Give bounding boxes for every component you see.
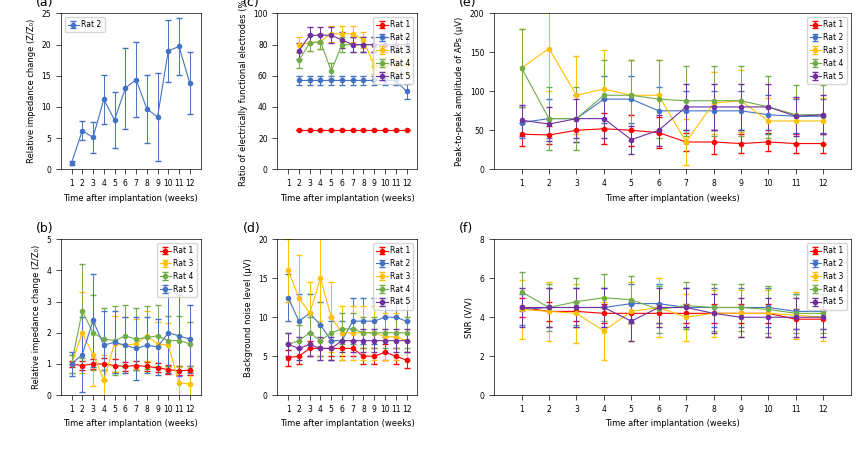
Text: (b): (b) — [36, 221, 53, 234]
Y-axis label: Relative impedance change (Z/Z₀): Relative impedance change (Z/Z₀) — [27, 19, 36, 163]
Text: (a): (a) — [36, 0, 53, 9]
Legend: Rat 1, Rat 2, Rat 3, Rat 4, Rat 5: Rat 1, Rat 2, Rat 3, Rat 4, Rat 5 — [806, 243, 847, 309]
X-axis label: Time after implantation (weeks): Time after implantation (weeks) — [605, 194, 740, 202]
X-axis label: Time after implantation (weeks): Time after implantation (weeks) — [280, 194, 415, 202]
Y-axis label: SNR (V/V): SNR (V/V) — [465, 297, 474, 338]
X-axis label: Time after implantation (weeks): Time after implantation (weeks) — [605, 419, 740, 428]
X-axis label: Time after implantation (weeks): Time after implantation (weeks) — [280, 419, 415, 428]
Legend: Rat 1, Rat 2, Rat 3, Rat 4, Rat 5: Rat 1, Rat 2, Rat 3, Rat 4, Rat 5 — [806, 18, 847, 84]
Y-axis label: Relative impedance change (Z/Z₀): Relative impedance change (Z/Z₀) — [31, 245, 41, 389]
Legend: Rat 2: Rat 2 — [64, 18, 105, 32]
Legend: Rat 1, Rat 2, Rat 3, Rat 4, Rat 5: Rat 1, Rat 2, Rat 3, Rat 4, Rat 5 — [373, 18, 413, 84]
Text: (f): (f) — [458, 221, 473, 234]
X-axis label: Time after implantation (weeks): Time after implantation (weeks) — [63, 194, 198, 202]
Text: (c): (c) — [242, 0, 260, 9]
Y-axis label: Background noise level (μV): Background noise level (μV) — [244, 258, 253, 377]
Text: (e): (e) — [458, 0, 476, 9]
Text: (d): (d) — [242, 221, 260, 234]
Y-axis label: Ratio of electrically functional electrodes (%): Ratio of electrically functional electro… — [239, 0, 247, 186]
Legend: Rat 1, Rat 2, Rat 3, Rat 4, Rat 5: Rat 1, Rat 2, Rat 3, Rat 4, Rat 5 — [373, 243, 413, 309]
X-axis label: Time after implantation (weeks): Time after implantation (weeks) — [63, 419, 198, 428]
Y-axis label: Peak-to-peak amplitude of APs (μV): Peak-to-peak amplitude of APs (μV) — [456, 17, 464, 166]
Legend: Rat 1, Rat 3, Rat 4, Rat 5: Rat 1, Rat 3, Rat 4, Rat 5 — [156, 243, 197, 297]
